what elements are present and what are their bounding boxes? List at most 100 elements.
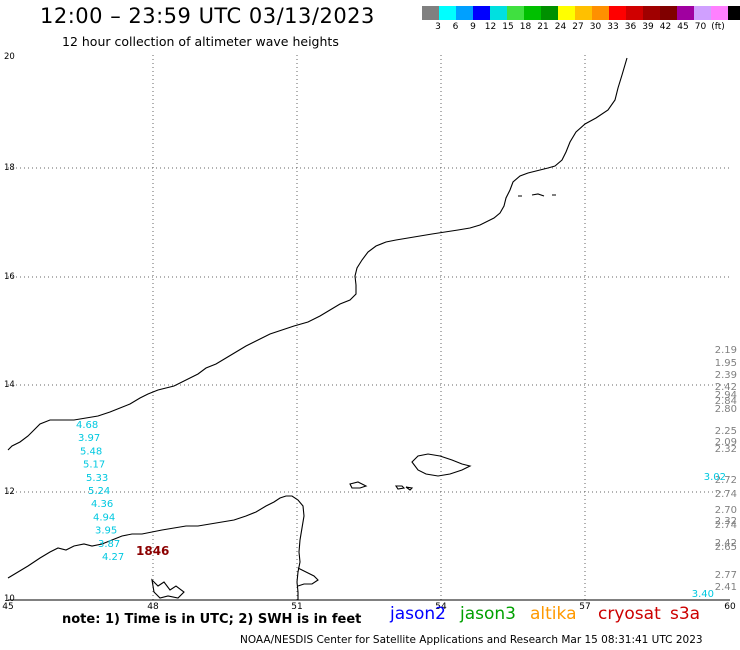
swh-label-gray: 2.25 — [715, 426, 737, 437]
legend-swatch — [473, 6, 490, 20]
legend-swatch — [711, 6, 728, 20]
swh-label-cyan: 4.36 — [91, 499, 113, 510]
legend-swatch — [524, 6, 541, 20]
legend-swatch — [626, 6, 643, 20]
satellite-label: s3a — [670, 604, 701, 624]
arabian-peninsula-coast — [7, 57, 628, 451]
legend-label: 24 — [554, 22, 567, 32]
y-tick-label: 10 — [4, 594, 15, 604]
legend-swatch — [439, 6, 456, 20]
swh-label-gray: 2.77 — [715, 570, 737, 581]
legend-label: 15 — [502, 22, 514, 32]
legend-swatch — [575, 6, 592, 20]
x-tick-label: 57 — [579, 602, 591, 612]
swh-label-cyan: 5.48 — [80, 446, 102, 457]
swh-label-red: 1846 — [136, 544, 169, 558]
legend-label: 36 — [624, 22, 637, 32]
swh-label-cyan: 5.17 — [83, 460, 105, 471]
legend-label: 9 — [470, 22, 476, 32]
legend-label: 3 — [435, 22, 441, 32]
swh-label-cyan: 5.33 — [86, 473, 108, 484]
kuria-muria-islands — [518, 193, 556, 197]
swh-label-gray: 2.32 — [715, 444, 737, 455]
swh-label-gray: 2.80 — [715, 404, 737, 415]
swh-label-gray: 2.65 — [715, 542, 737, 553]
swh-label-gray: 2.84 — [715, 396, 737, 407]
legend-swatch — [507, 6, 524, 20]
swh-label-gray: 2.42 — [715, 382, 737, 393]
y-tick-label: 20 — [4, 52, 15, 62]
y-tick-label: 12 — [4, 487, 15, 497]
legend-swatch — [490, 6, 507, 20]
x-tick-label: 54 — [435, 602, 447, 612]
swh-label-gray: 1.95 — [715, 358, 737, 369]
x-tick-label: 48 — [147, 602, 159, 612]
swh-label-gray: 2.42 — [715, 538, 737, 549]
grid-lines — [8, 55, 730, 600]
legend-label: 21 — [537, 22, 549, 32]
footer-note: note: 1) Time is in UTC; 2) SWH is in fe… — [62, 612, 362, 627]
swh-label-cyan: 4.94 — [93, 512, 115, 523]
legend-swatch — [592, 6, 609, 20]
swh-label-gray: 2.74 — [715, 520, 737, 531]
legend-label: 70 — [694, 22, 707, 32]
legend-swatch — [422, 6, 439, 20]
satellite-label: jason3 — [460, 604, 516, 624]
legend-swatch — [609, 6, 626, 20]
swh-label-cyan: 3.40 — [692, 589, 714, 600]
legend-label: 45 — [677, 22, 689, 32]
legend-label: (ft) — [711, 22, 725, 32]
swh-label-cyan: 3.97 — [78, 433, 100, 444]
swh-label-gray: 2.70 — [715, 505, 737, 516]
map-subtitle: 12 hour collection of altimeter wave hei… — [62, 34, 339, 49]
abd-al-kuri-island — [349, 481, 368, 489]
satellite-label: cryosat — [598, 604, 661, 624]
map-title: 12:00 – 23:59 UTC 03/13/2023 — [40, 4, 375, 28]
x-tick-label: 45 — [2, 602, 14, 612]
color-legend-labels: 3 6 9 12 15 18 21 24 27 30 33 36 39 42 45 70 (ft) — [428, 22, 738, 34]
swh-label-cyan: 4.27 — [102, 552, 124, 563]
small-island-1 — [394, 485, 406, 490]
satellite-label: jason2 — [390, 604, 446, 624]
legend-swatch — [677, 6, 694, 20]
legend-label: 6 — [452, 22, 459, 32]
socotra-island — [411, 453, 472, 477]
swh-label-gray: 2.19 — [715, 345, 737, 356]
swh-label-gray: 2.74 — [715, 489, 737, 500]
swh-label-gray: 2.32 — [715, 516, 737, 527]
legend-label: 39 — [642, 22, 654, 32]
legend-swatch — [660, 6, 677, 20]
swh-label-cyan: 5.24 — [88, 486, 110, 497]
legend-label: 12 — [484, 22, 497, 32]
legend-label: 18 — [519, 22, 532, 32]
satellite-label: altika — [530, 604, 577, 624]
coastline — [7, 57, 628, 600]
legend-swatch — [728, 6, 740, 20]
swh-label-gray: 2.09 — [715, 437, 737, 448]
legend-label: 30 — [589, 22, 602, 32]
legend-label: 33 — [607, 22, 619, 32]
x-tick-label: 60 — [724, 602, 736, 612]
swh-label-cyan: 4.68 — [76, 420, 98, 431]
swh-label-gray: 2.39 — [715, 370, 737, 381]
legend-swatch — [456, 6, 473, 20]
legend-label: 27 — [572, 22, 584, 32]
color-legend — [422, 6, 740, 20]
swh-label-cyan: 3.87 — [98, 539, 120, 550]
y-tick-label: 18 — [4, 163, 15, 173]
ras-hafun-coast — [297, 567, 319, 587]
swh-label-gray: 2.41 — [715, 582, 737, 593]
legend-swatch — [558, 6, 575, 20]
y-tick-label: 16 — [4, 272, 15, 282]
swh-label-gray: 2.94 — [715, 390, 737, 401]
legend-swatch — [541, 6, 558, 20]
legend-label: 42 — [659, 22, 672, 32]
legend-swatch — [694, 6, 711, 20]
swh-label-cyan: 3.02 — [704, 472, 726, 483]
swh-label-gray: 2.72 — [715, 475, 737, 486]
swh-label-cyan: 3.95 — [95, 526, 117, 537]
footer-credit: NOAA/NESDIS Center for Satellite Applica… — [240, 634, 703, 646]
legend-swatch — [643, 6, 660, 20]
y-tick-label: 14 — [4, 380, 15, 390]
